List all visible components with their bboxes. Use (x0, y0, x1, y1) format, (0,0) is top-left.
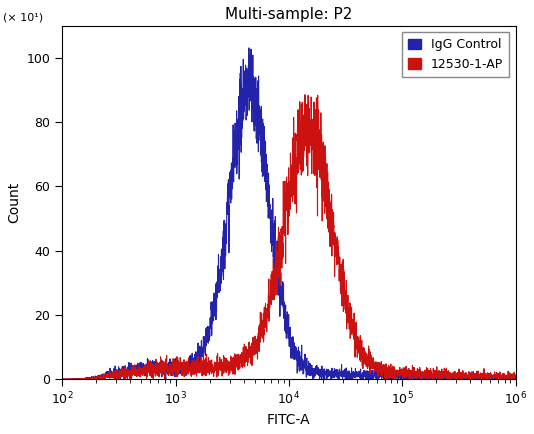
Y-axis label: Count: Count (7, 182, 21, 223)
IgG Control (59, 376, 65, 381)
Line: IgG Control: IgG Control (62, 48, 515, 379)
IgG Control (138, 371, 144, 376)
X-axis label: FITC-A: FITC-A (267, 413, 311, 427)
Text: (× 10¹): (× 10¹) (3, 12, 43, 23)
Line: 12530-1-AP: 12530-1-AP (62, 95, 515, 379)
12530-1-AP (512, 376, 519, 381)
IgG Control (111, 374, 117, 379)
12530-1-AP (253, 345, 259, 351)
IgG Control (253, 76, 259, 81)
12530-1-AP (233, 360, 239, 365)
Title: Multi-sample: P2: Multi-sample: P2 (225, 7, 352, 22)
12530-1-AP (59, 376, 65, 381)
12530-1-AP (504, 376, 510, 381)
IgG Control (455, 373, 461, 378)
IgG Control (233, 134, 239, 139)
IgG Control (512, 375, 519, 380)
IgG Control (246, 45, 252, 50)
Legend: IgG Control, 12530-1-AP: IgG Control, 12530-1-AP (402, 32, 509, 77)
12530-1-AP (302, 92, 308, 97)
12530-1-AP (111, 371, 117, 376)
12530-1-AP (455, 374, 461, 379)
12530-1-AP (138, 371, 144, 376)
IgG Control (504, 373, 510, 378)
